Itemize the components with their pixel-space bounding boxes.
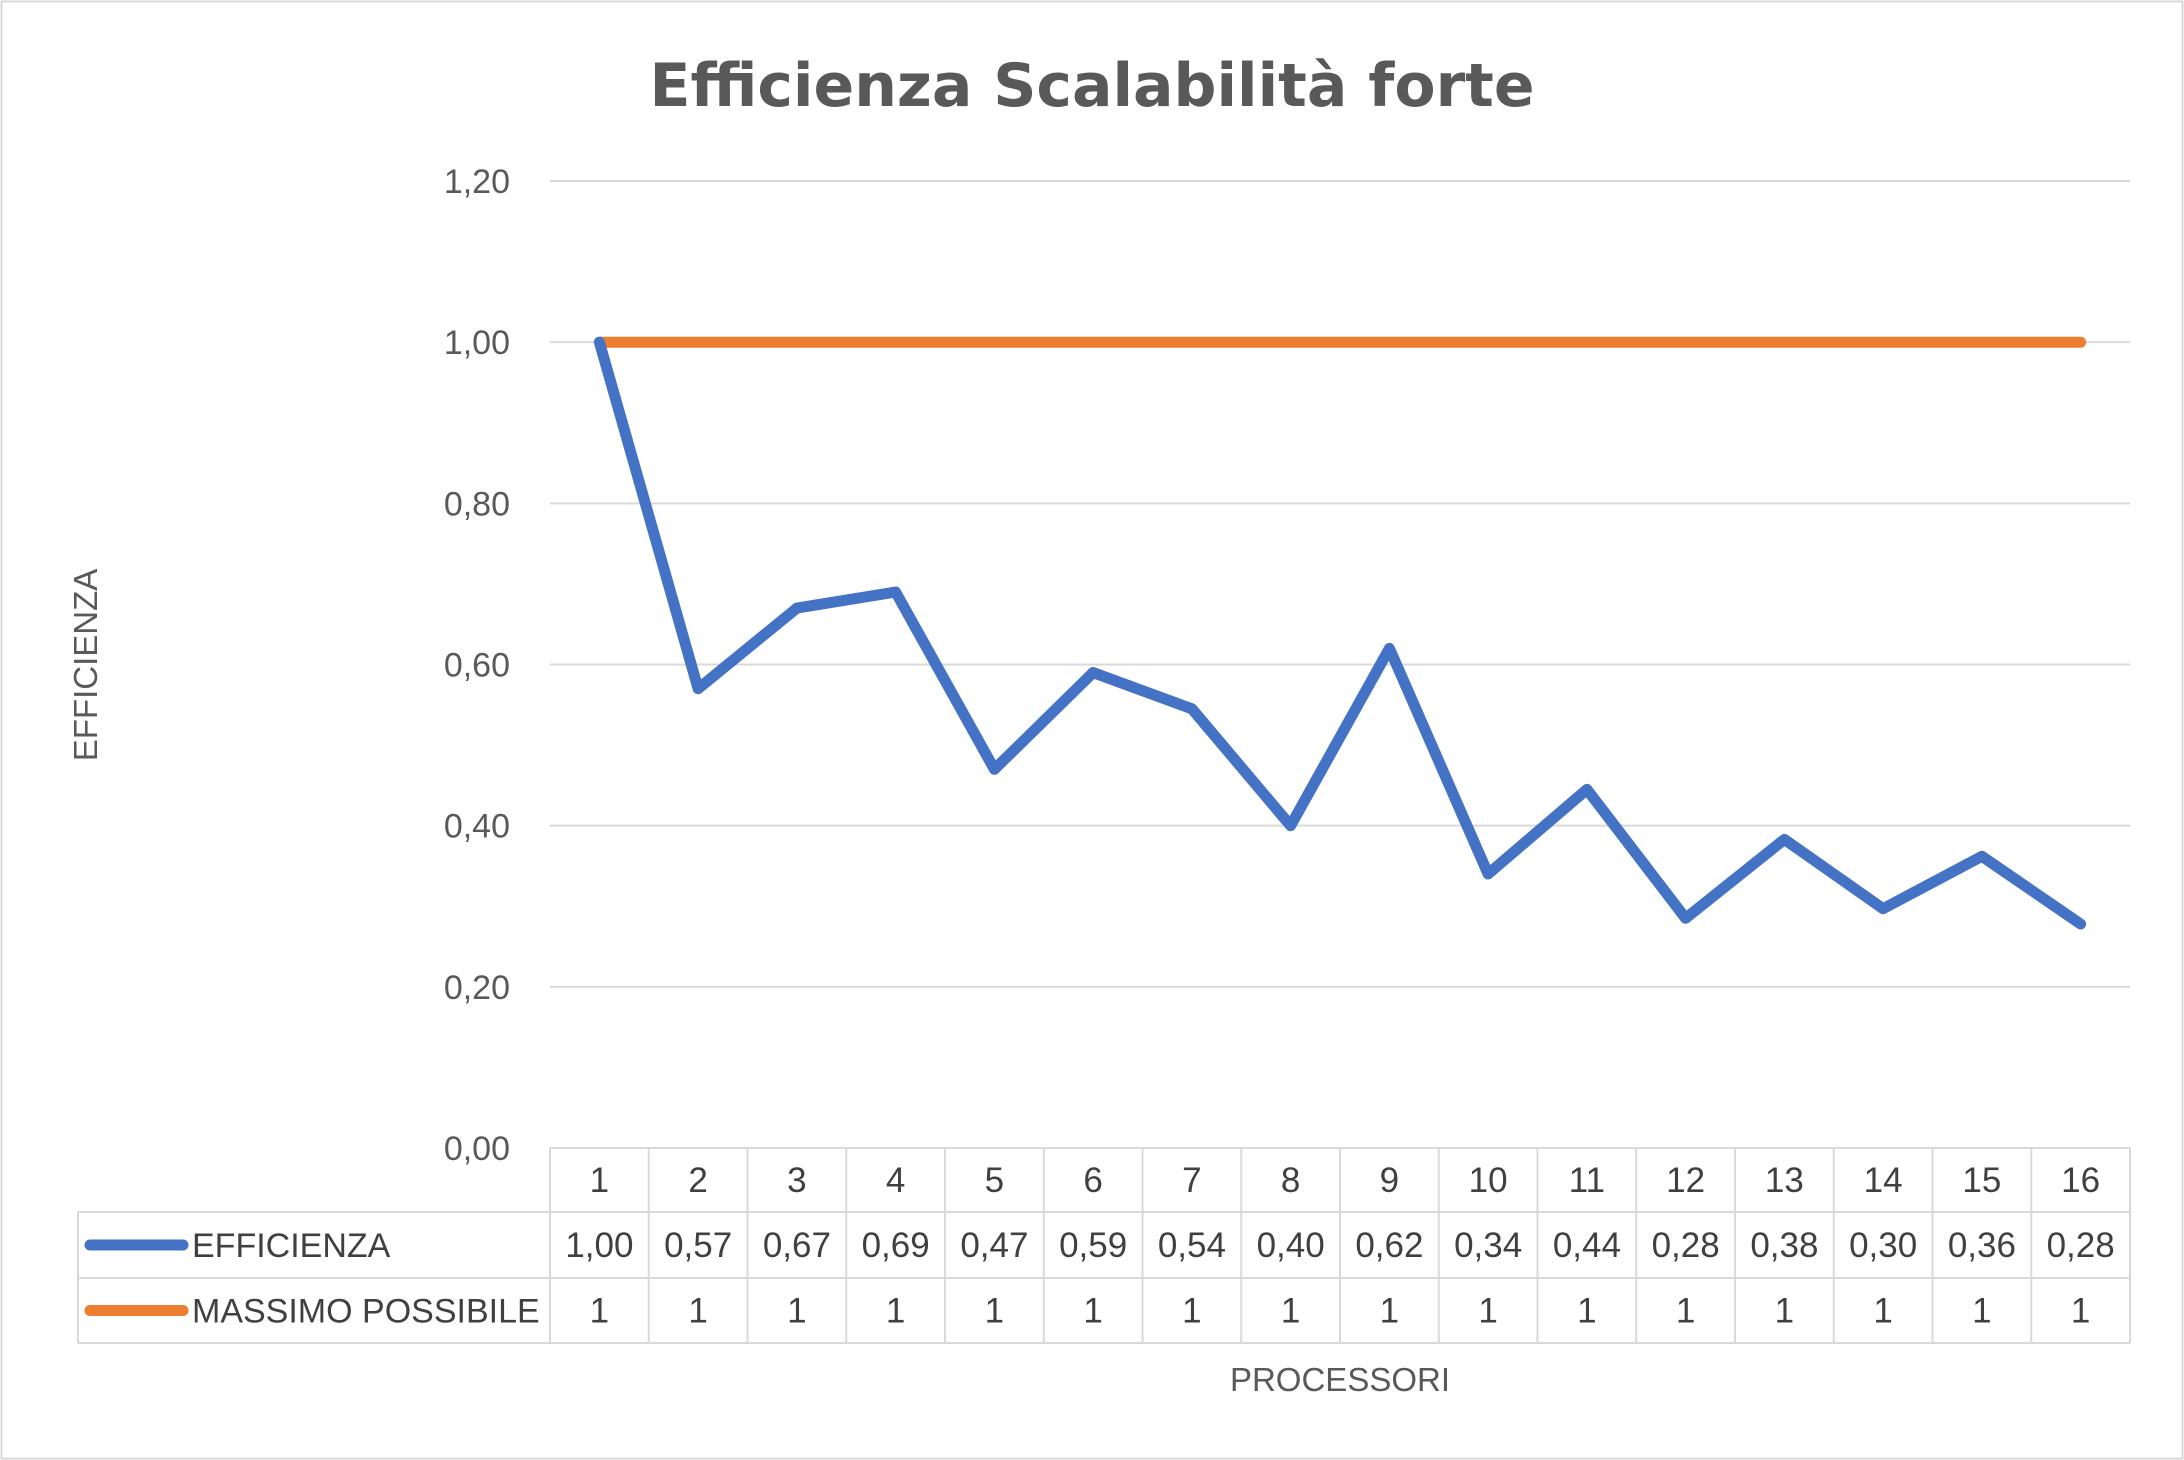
x-tick-label: 11 xyxy=(1569,1161,1605,1200)
data-label: 0,44 xyxy=(1553,1226,1621,1265)
y-tick-labels: 0,00 0,20 0,40 0,60 0,80 1,00 1,20 xyxy=(444,163,510,1168)
legend-label: MASSIMO POSSIBILE xyxy=(192,1293,540,1331)
x-tick-label: 15 xyxy=(1962,1161,2001,1200)
y-tick-label: 0,00 xyxy=(444,1130,510,1168)
data-label: 1 xyxy=(1083,1292,1102,1331)
x-tick-label: 8 xyxy=(1281,1161,1300,1200)
data-label: 0,36 xyxy=(1948,1226,2016,1265)
x-tick-label: 13 xyxy=(1765,1161,1804,1200)
chart-title: Efficienza Scalabilità forte xyxy=(649,51,1534,121)
x-axis-title: PROCESSORI xyxy=(1230,1361,1450,1398)
x-tick-label: 4 xyxy=(886,1161,905,1200)
data-label: 1 xyxy=(1281,1292,1300,1331)
data-label: 1 xyxy=(1972,1292,1991,1331)
y-tick-label: 0,60 xyxy=(444,647,510,685)
x-tick-label: 1 xyxy=(590,1161,609,1200)
data-label: 1 xyxy=(2071,1292,2090,1331)
y-tick-label: 0,80 xyxy=(444,485,510,523)
x-tick-label: 6 xyxy=(1083,1161,1102,1200)
data-label: 0,54 xyxy=(1158,1226,1226,1265)
data-label: 1 xyxy=(1873,1292,1892,1331)
series-lines xyxy=(593,336,2087,930)
data-label: 1 xyxy=(1182,1292,1201,1331)
y-tick-label: 0,20 xyxy=(444,969,510,1007)
x-tick-label: 9 xyxy=(1380,1161,1399,1200)
series-line-efficienza xyxy=(593,336,2087,930)
data-label: 0,34 xyxy=(1454,1226,1522,1265)
x-tick-label: 14 xyxy=(1864,1161,1903,1200)
data-label: 1 xyxy=(688,1292,707,1331)
y-tick-label: 1,00 xyxy=(444,324,510,362)
x-tick-label: 12 xyxy=(1666,1161,1705,1200)
data-label: 1 xyxy=(1380,1292,1399,1331)
data-label: 1 xyxy=(1775,1292,1794,1331)
data-label: 1 xyxy=(590,1292,609,1331)
data-label: 0,69 xyxy=(862,1226,930,1265)
x-tick-label: 5 xyxy=(985,1161,1004,1200)
y-tick-label: 0,40 xyxy=(444,808,510,846)
data-label: 0,62 xyxy=(1355,1226,1423,1265)
data-label: 0,28 xyxy=(2047,1226,2115,1265)
y-axis-title: EFFICIENZA xyxy=(67,569,104,762)
data-label: 0,47 xyxy=(960,1226,1028,1265)
data-label: 1 xyxy=(787,1292,806,1331)
data-label: 0,59 xyxy=(1059,1226,1127,1265)
y-tick-label: 1,20 xyxy=(444,163,510,201)
data-label: 1 xyxy=(1478,1292,1497,1331)
x-tick-label: 7 xyxy=(1182,1161,1201,1200)
data-label: 0,28 xyxy=(1652,1226,1720,1265)
data-label: 1 xyxy=(1676,1292,1695,1331)
data-label: 0,30 xyxy=(1849,1226,1917,1265)
x-tick-label: 2 xyxy=(688,1161,707,1200)
data-label: 1,00 xyxy=(565,1226,633,1265)
x-tick-label: 10 xyxy=(1469,1161,1508,1200)
data-label: 1 xyxy=(886,1292,905,1331)
x-tick-label: 3 xyxy=(787,1161,806,1200)
x-tick-label: 16 xyxy=(2061,1161,2100,1200)
data-label: 0,38 xyxy=(1750,1226,1818,1265)
data-label: 0,67 xyxy=(763,1226,831,1265)
data-label: 1 xyxy=(1577,1292,1596,1331)
legend-label: EFFICIENZA xyxy=(192,1227,391,1265)
data-label: 0,57 xyxy=(664,1226,732,1265)
data-label: 0,40 xyxy=(1257,1226,1325,1265)
data-label: 1 xyxy=(985,1292,1004,1331)
